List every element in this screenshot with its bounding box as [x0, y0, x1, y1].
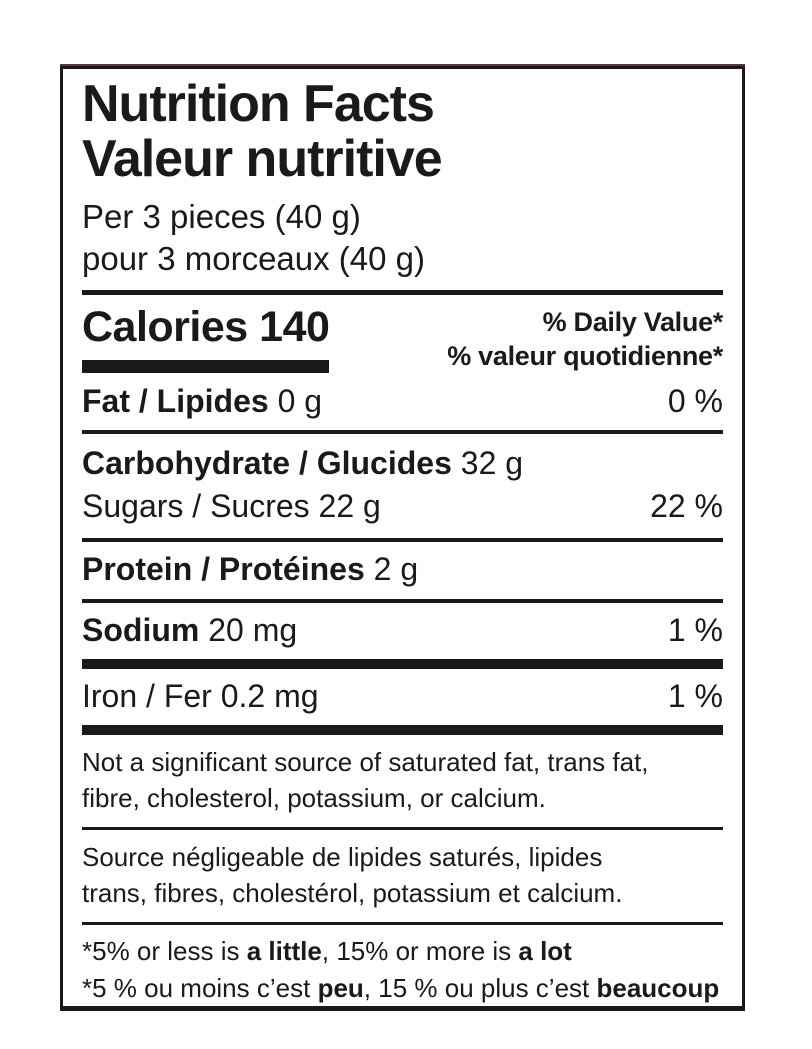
sodium-amount: 20 mg — [208, 611, 298, 648]
calories: Calories 140 — [82, 303, 330, 374]
iron-name: Iron / Fer 0.2 mg — [82, 678, 319, 715]
daily-value-header: % Daily Value* % valeur quotidienne* — [447, 303, 723, 374]
daily-value-footnote: *5% or less is a little, 15% or more is … — [82, 925, 723, 1006]
protein-name: Protein / Protéines 2 g — [82, 551, 419, 588]
not-significant-fr-line1: Source négligeable de lipides saturés, l… — [82, 842, 603, 873]
sugars-percent: 22 % — [650, 488, 723, 525]
daily-value-fr: % valeur quotidienne* — [447, 340, 723, 371]
divider-note-fr — [82, 921, 723, 925]
not-significant-fr-line2: trans, fibres, cholestérol, potassium et… — [82, 878, 623, 909]
divider-note-en — [82, 827, 723, 831]
title-en: Nutrition Facts — [82, 75, 435, 133]
nutrient-row-carbohydrate: Carbohydrate / Glucides 32 g Sugars / Su… — [82, 434, 723, 538]
iron-percent: 1 % — [667, 678, 723, 715]
nutrient-row-fat: Fat / Lipides 0 g 0 % — [82, 374, 723, 430]
not-significant-en-line2: fibre, cholesterol, potassium, or calciu… — [82, 783, 546, 814]
footnote-en: *5% or less is a little, 15% or more is … — [82, 935, 572, 966]
nutrient-row-sugars: Sugars / Sucres 22 g 22 % — [82, 485, 723, 528]
protein-amount: 2 g — [373, 551, 419, 588]
carbohydrate-amount: 32 g — [460, 444, 524, 481]
fat-name: Fat / Lipides 0 g — [82, 382, 323, 419]
serving-size-fr: pour 3 morceaux (40 g) — [82, 240, 426, 278]
not-significant-en-line1: Not a significant source of saturated fa… — [82, 747, 649, 778]
calories-text: Calories 140 — [82, 303, 330, 351]
nutrition-facts-label: Nutrition Facts Valeur nutritive Per 3 p… — [60, 66, 745, 1011]
serving-size-en: Per 3 pieces (40 g) — [82, 198, 361, 236]
title-fr: Valeur nutritive — [82, 129, 443, 188]
divider-sodium — [82, 659, 723, 670]
divider-protein — [82, 598, 723, 603]
calories-underline-bar — [82, 360, 330, 374]
calories-value: 140 — [259, 303, 330, 351]
footnote-fr: *5 % ou moins c’est peu, 15 % ou plus c’… — [82, 972, 720, 1003]
sodium-percent: 1 % — [667, 611, 723, 648]
divider-iron — [82, 725, 723, 736]
carbohydrate-name: Carbohydrate / Glucides 32 g — [82, 444, 524, 481]
fat-amount: 0 g — [277, 382, 323, 419]
calories-label: Calories — [82, 303, 248, 351]
nutrient-row-protein: Protein / Protéines 2 g — [82, 542, 723, 598]
divider-carbohydrate — [82, 538, 723, 543]
calories-section: Calories 140 % Daily Value* % valeur quo… — [82, 295, 723, 374]
daily-value-en: % Daily Value* — [542, 307, 724, 337]
divider-fat — [82, 429, 723, 434]
divider-serving — [82, 290, 723, 295]
not-significant-note-fr: Source négligeable de lipides saturés, l… — [82, 830, 723, 922]
nutrient-row-sodium: Sodium 20 mg 1 % — [82, 603, 723, 659]
nutrient-row-iron: Iron / Fer 0.2 mg 1 % — [82, 669, 723, 725]
sugars-name: Sugars / Sucres 22 g — [82, 488, 381, 525]
sodium-name: Sodium 20 mg — [82, 611, 298, 648]
serving-size: Per 3 pieces (40 g) pour 3 morceaux (40 … — [82, 196, 723, 280]
not-significant-note-en: Not a significant source of saturated fa… — [82, 735, 723, 827]
fat-percent: 0 % — [667, 382, 723, 419]
